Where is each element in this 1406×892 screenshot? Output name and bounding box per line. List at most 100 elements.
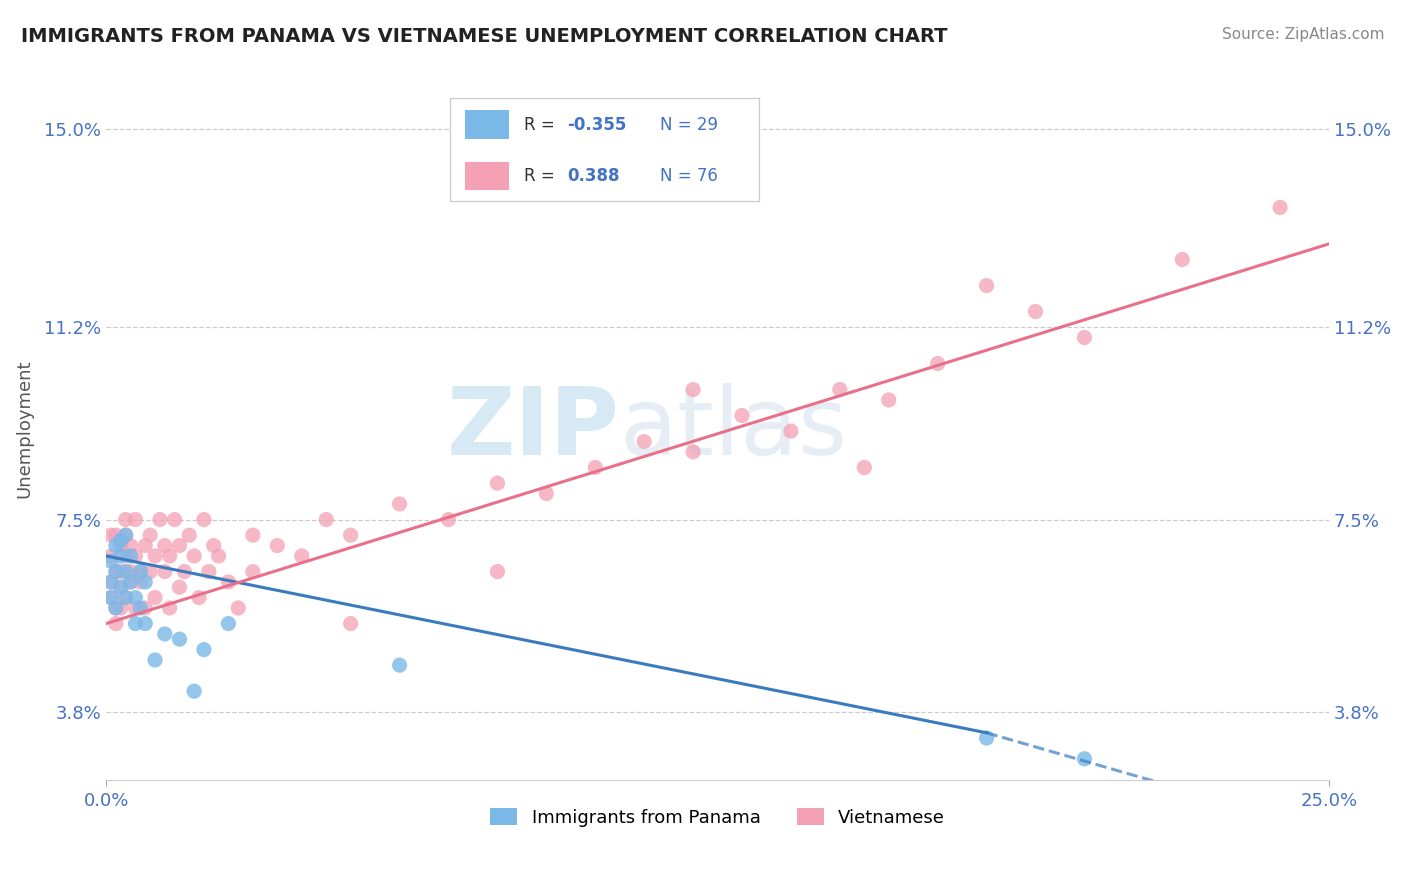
Point (339, 616, 361, 631)
Point (877, 392, 900, 407)
Point (163, 512, 186, 526)
Point (1073, 752, 1095, 766)
Text: R =: R = (524, 116, 560, 134)
Point (120, 549, 142, 563)
Point (120, 574, 142, 589)
Point (114, 512, 136, 526)
Point (129, 601, 152, 615)
Point (129, 565, 152, 579)
Point (153, 627, 176, 641)
Point (100, 591, 122, 605)
Point (159, 549, 181, 563)
Point (143, 549, 166, 563)
Point (124, 616, 146, 631)
Point (120, 565, 142, 579)
Point (149, 512, 172, 526)
Point (159, 601, 181, 615)
Point (266, 539, 288, 553)
Bar (465, 161, 509, 190)
Point (198, 565, 221, 579)
Text: atlas: atlas (620, 383, 848, 475)
Point (828, 383, 851, 397)
Point (1171, 252, 1194, 267)
Point (1268, 201, 1291, 215)
Point (114, 591, 136, 605)
Point (104, 528, 127, 542)
Point (139, 528, 162, 542)
Point (100, 528, 122, 542)
Bar (465, 111, 509, 139)
Point (183, 549, 205, 563)
Point (110, 539, 132, 553)
Point (110, 565, 132, 579)
Point (104, 565, 127, 579)
Point (183, 684, 205, 698)
Point (124, 549, 146, 563)
Text: Source: ZipAtlas.com: Source: ZipAtlas.com (1222, 27, 1385, 42)
Point (291, 549, 314, 563)
Point (129, 565, 152, 579)
Point (853, 460, 876, 475)
Point (114, 528, 136, 542)
Point (1073, 330, 1095, 344)
Point (143, 591, 166, 605)
Point (100, 591, 122, 605)
Point (104, 616, 127, 631)
Point (731, 409, 754, 423)
Point (388, 497, 411, 511)
Text: -0.355: -0.355 (568, 116, 627, 134)
Point (1024, 304, 1046, 318)
Point (104, 565, 127, 579)
Point (110, 533, 132, 548)
Point (179, 528, 201, 542)
Point (169, 580, 191, 594)
Point (315, 512, 337, 526)
Point (100, 574, 122, 589)
Point (114, 528, 136, 542)
Y-axis label: Unemployment: Unemployment (15, 359, 32, 498)
Point (110, 549, 132, 563)
Point (536, 486, 558, 500)
Text: R =: R = (524, 167, 560, 185)
Point (129, 574, 152, 589)
Text: ZIP: ZIP (447, 383, 620, 475)
Point (388, 658, 411, 673)
Point (202, 539, 225, 553)
Point (976, 731, 998, 745)
Point (486, 476, 509, 491)
Point (169, 539, 191, 553)
Point (110, 601, 132, 615)
Point (100, 574, 122, 589)
Point (100, 554, 122, 568)
Point (124, 601, 146, 615)
Point (633, 434, 655, 449)
Point (682, 383, 704, 397)
Legend: Immigrants from Panama, Vietnamese: Immigrants from Panama, Vietnamese (482, 800, 952, 834)
Point (242, 528, 264, 542)
Point (114, 565, 136, 579)
Point (120, 539, 142, 553)
Point (207, 549, 229, 563)
Point (134, 616, 156, 631)
Text: N = 76: N = 76 (661, 167, 718, 185)
Point (437, 512, 460, 526)
Point (134, 539, 156, 553)
Point (134, 574, 156, 589)
Point (153, 565, 176, 579)
Point (114, 591, 136, 605)
Point (976, 278, 998, 293)
Point (104, 601, 127, 615)
Point (104, 601, 127, 615)
Point (193, 512, 215, 526)
Point (139, 565, 162, 579)
Point (110, 580, 132, 594)
Text: IMMIGRANTS FROM PANAMA VS VIETNAMESE UNEMPLOYMENT CORRELATION CHART: IMMIGRANTS FROM PANAMA VS VIETNAMESE UNE… (21, 27, 948, 45)
Point (682, 445, 704, 459)
Text: 0.388: 0.388 (568, 167, 620, 185)
Point (134, 601, 156, 615)
Point (124, 591, 146, 605)
Point (173, 565, 195, 579)
Text: N = 29: N = 29 (661, 116, 718, 134)
Point (169, 632, 191, 647)
Point (193, 642, 215, 657)
